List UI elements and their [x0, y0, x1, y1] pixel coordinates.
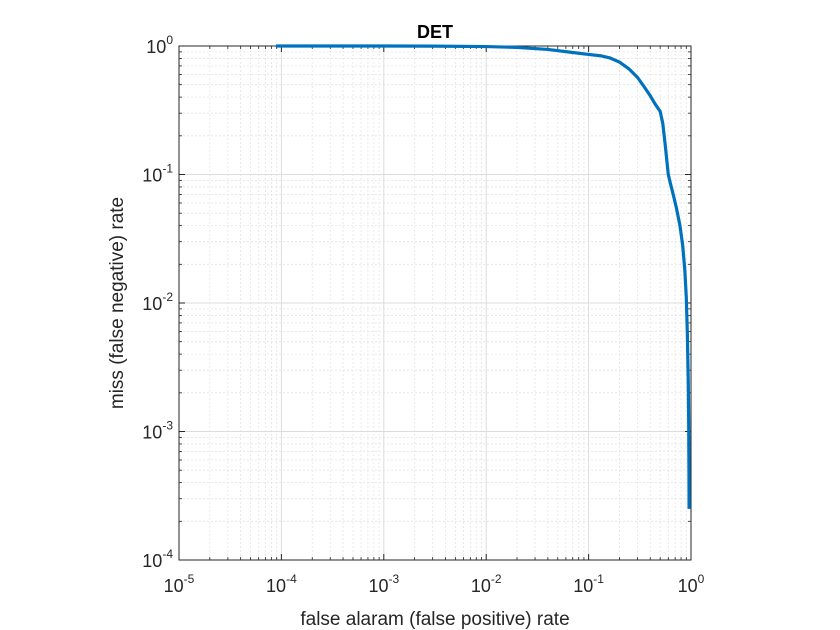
x-tick-base: 10: [678, 576, 698, 596]
grid-lines: [178, 46, 691, 561]
y-tick-base: 10: [142, 294, 162, 314]
x-tick-base: 10: [164, 576, 184, 596]
y-tick-base: 10: [146, 37, 166, 57]
y-tick-label: 10-4: [142, 547, 173, 571]
y-tick-exponent: 0: [166, 33, 173, 47]
x-tick-base: 10: [573, 576, 593, 596]
x-tick-labels: 10-5 10-4 10-3 10-2 10-1 100: [164, 572, 705, 596]
x-tick-base: 10: [471, 576, 491, 596]
x-tick-base: 10: [266, 576, 286, 596]
x-tick-label: 10-2: [471, 572, 502, 596]
x-tick-label: 10-1: [573, 572, 604, 596]
y-tick-exponent: -1: [162, 162, 173, 176]
y-tick-label: 10-1: [142, 162, 173, 186]
det-curve: [276, 44, 691, 509]
y-tick-base: 10: [142, 423, 162, 443]
x-tick-exponent: -4: [286, 572, 297, 586]
y-tick-exponent: -2: [162, 290, 173, 304]
y-tick-base: 10: [142, 166, 162, 186]
x-tick-exponent: -1: [593, 572, 604, 586]
x-tick-label: 10-3: [368, 572, 399, 596]
x-tick-exponent: -3: [388, 572, 399, 586]
x-tick-exponent: 0: [698, 572, 705, 586]
y-tick-base: 10: [142, 551, 162, 571]
y-tick-exponent: -3: [162, 419, 173, 433]
y-tick-label: 10-3: [142, 419, 173, 443]
y-tick-label: 10-2: [142, 290, 173, 314]
x-tick-label: 10-4: [266, 572, 297, 596]
x-axis-label: false alaram (false positive) rate: [300, 609, 569, 630]
chart-title: DET: [417, 22, 453, 42]
x-tick-base: 10: [368, 576, 388, 596]
x-tick-label: 100: [678, 572, 705, 596]
series-layer: [276, 44, 691, 509]
y-tick-exponent: -4: [162, 547, 173, 561]
x-tick-label: 10-5: [164, 572, 195, 596]
y-axis-label: miss (false negative) rate: [107, 197, 128, 409]
x-tick-exponent: -5: [184, 572, 195, 586]
x-tick-exponent: -2: [491, 572, 502, 586]
y-tick-label: 100: [146, 33, 173, 57]
